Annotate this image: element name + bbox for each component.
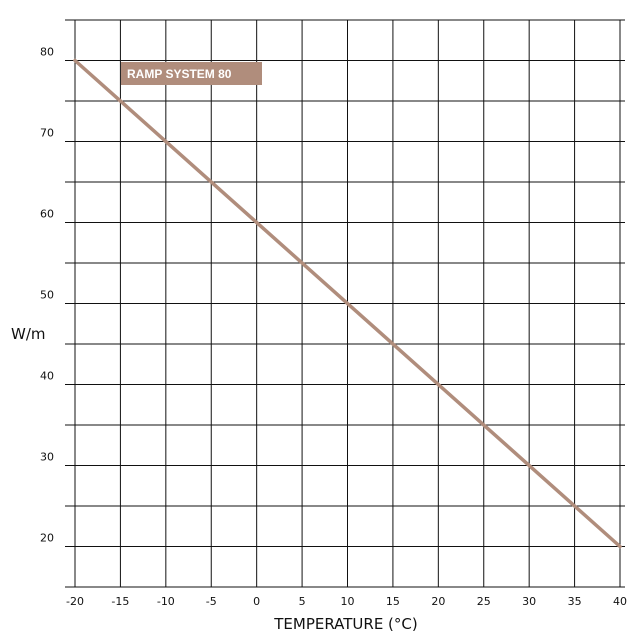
series-label-group: RAMP SYSTEM 80 <box>121 62 262 85</box>
series-layer <box>73 58 622 549</box>
x-tick-label: 10 <box>341 595 355 608</box>
x-tick-label: -15 <box>111 595 129 608</box>
y-tick-label: 30 <box>40 451 54 464</box>
x-tick-label: -10 <box>157 595 175 608</box>
y-tick-label: 40 <box>40 370 54 383</box>
x-tick-label: -20 <box>66 595 84 608</box>
x-tick-label: 25 <box>477 595 491 608</box>
x-tick-label: 5 <box>299 595 306 608</box>
x-tick-label: 35 <box>568 595 582 608</box>
chart-grid <box>65 19 625 588</box>
x-tick-label: 30 <box>522 595 536 608</box>
x-tick-label: 0 <box>253 595 260 608</box>
x-tick-label: 20 <box>431 595 445 608</box>
series-label-background <box>121 62 262 85</box>
y-tick-label: 20 <box>40 532 54 545</box>
x-axis-label: TEMPERATURE (°C) <box>273 615 418 633</box>
x-tick-label: 40 <box>613 595 627 608</box>
x-axis-ticks: -20 -15 -10 -5 0 5 10 15 20 25 30 35 40 <box>66 595 627 608</box>
x-tick-label: 15 <box>386 595 400 608</box>
y-tick-label: 80 <box>40 46 54 59</box>
series-line <box>73 58 622 549</box>
y-tick-label: 70 <box>40 127 54 140</box>
y-tick-label: 50 <box>40 289 54 302</box>
y-tick-label: 60 <box>40 208 54 221</box>
series-label: RAMP SYSTEM 80 <box>127 67 232 81</box>
y-axis-ticks: 20 30 40 50 60 70 80 <box>40 46 54 545</box>
y-axis-label: W/m <box>11 325 46 343</box>
x-tick-label: -5 <box>206 595 217 608</box>
